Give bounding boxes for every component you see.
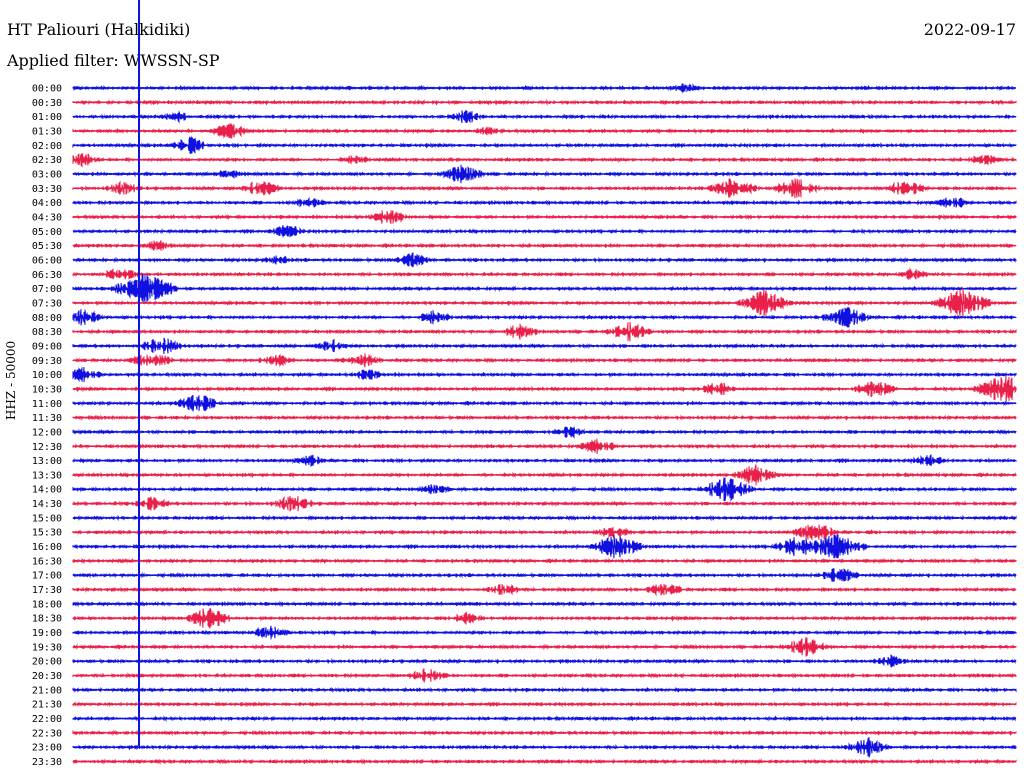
row-time-label: 11:30 [32, 413, 62, 424]
row-time-label: 06:30 [32, 270, 62, 281]
station-title: HT Paliouri (Halkidiki) [7, 20, 191, 39]
trace-group [72, 83, 1017, 765]
row-time-label: 14:30 [32, 499, 62, 510]
row-time-label: 02:00 [32, 141, 62, 152]
row-time-label: 02:30 [32, 155, 62, 166]
row-time-label: 13:00 [32, 456, 62, 467]
row-time-label: 05:30 [32, 241, 62, 252]
row-time-label: 18:30 [32, 614, 62, 625]
date-label: 2022-09-17 [923, 20, 1016, 39]
row-time-label: 14:00 [32, 485, 62, 496]
row-time-label: 16:30 [32, 556, 62, 567]
row-time-label: 10:30 [32, 384, 62, 395]
row-time-label: 18:00 [32, 599, 62, 610]
row-time-label: 19:30 [32, 642, 62, 653]
row-time-label: 01:00 [32, 112, 62, 123]
row-time-label: 08:30 [32, 327, 62, 338]
row-time-label: 10:00 [32, 370, 62, 381]
row-time-label: 01:30 [32, 126, 62, 137]
row-time-label: 17:00 [32, 571, 62, 582]
row-time-label: 06:00 [32, 255, 62, 266]
row-time-label: 22:30 [32, 728, 62, 739]
row-time-label: 04:00 [32, 198, 62, 209]
row-time-label: 09:30 [32, 356, 62, 367]
row-time-label: 20:00 [32, 657, 62, 668]
row-time-label: 09:00 [32, 341, 62, 352]
row-time-label: 17:30 [32, 585, 62, 596]
row-time-label: 16:00 [32, 542, 62, 553]
row-time-label: 19:00 [32, 628, 62, 639]
row-time-label: 22:00 [32, 714, 62, 725]
row-time-label: 21:30 [32, 700, 62, 711]
row-time-label: 08:00 [32, 313, 62, 324]
row-time-label: 03:00 [32, 169, 62, 180]
row-time-label: 05:00 [32, 227, 62, 238]
row-time-label: 07:00 [32, 284, 62, 295]
row-time-label: 15:30 [32, 528, 62, 539]
filter-label: Applied filter: WWSSN-SP [7, 51, 220, 70]
row-time-label: 23:30 [32, 757, 62, 768]
row-time-label: 13:30 [32, 470, 62, 481]
row-time-label: 21:00 [32, 685, 62, 696]
row-time-label: 00:00 [32, 84, 62, 95]
row-time-label: 04:30 [32, 212, 62, 223]
row-time-label: 15:00 [32, 513, 62, 524]
row-time-label: 23:00 [32, 743, 62, 754]
row-time-label: 12:30 [32, 442, 62, 453]
row-time-label: 11:00 [32, 399, 62, 410]
tick-label-group: 00:00 00:30 01:00 01:30 02:00 02:30 03:00 03:30… [32, 84, 62, 769]
row-time-label: 00:30 [32, 98, 62, 109]
row-time-label: 20:30 [32, 671, 62, 682]
row-time-label: 03:30 [32, 184, 62, 195]
trace-row [72, 366, 1017, 383]
row-time-label: 12:00 [32, 427, 62, 438]
row-time-label: 07:30 [32, 298, 62, 309]
